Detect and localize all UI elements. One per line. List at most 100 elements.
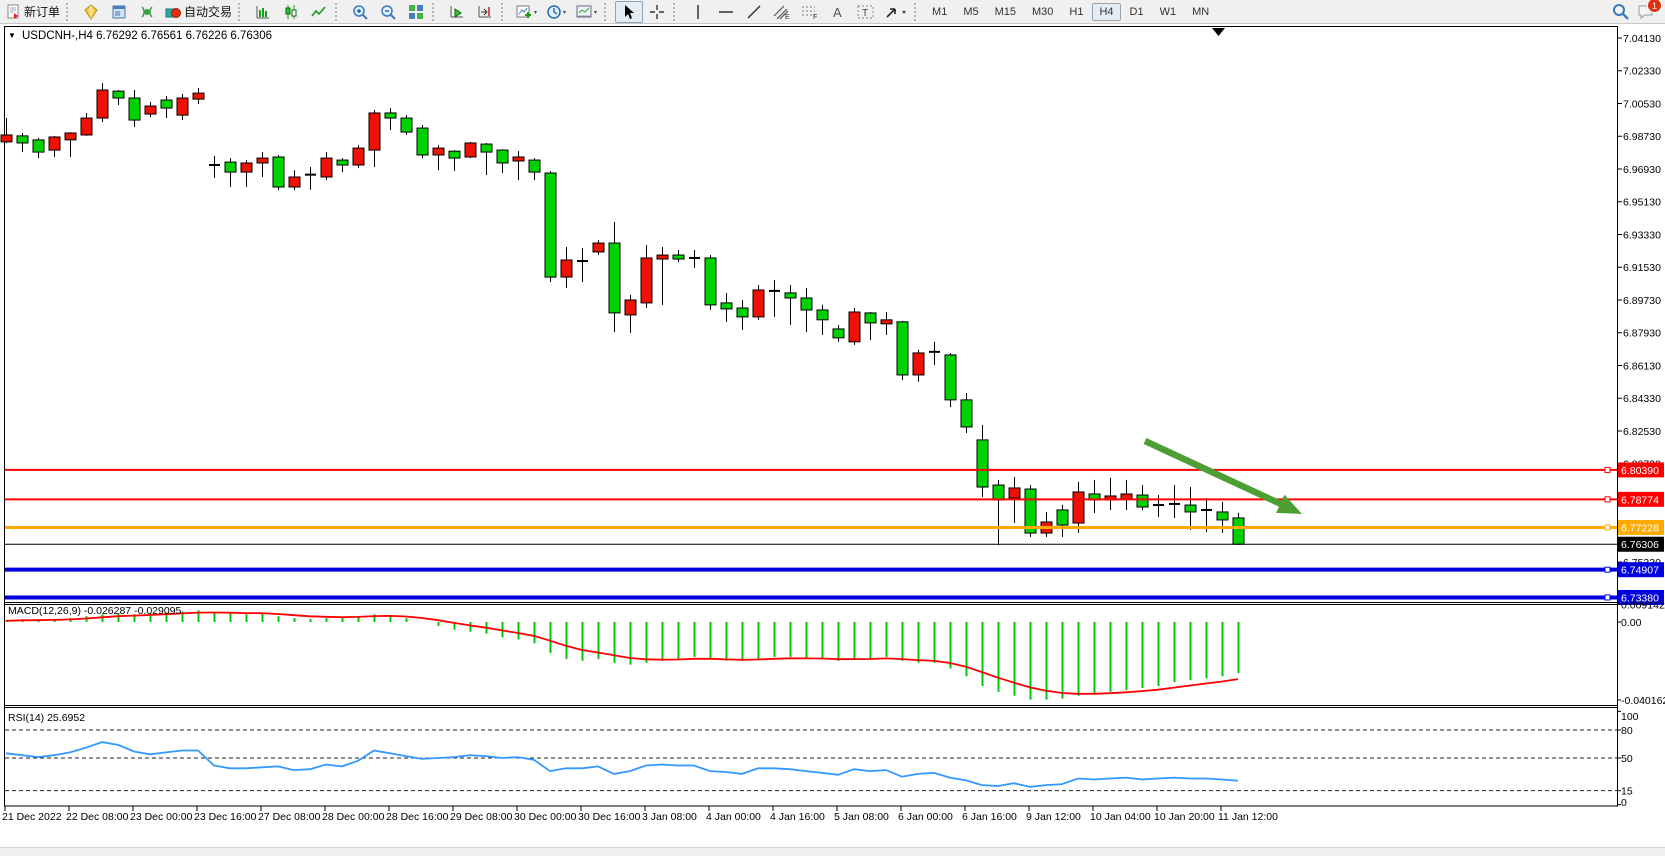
new-chart-button[interactable] bbox=[512, 1, 542, 23]
data-window-button[interactable] bbox=[105, 1, 133, 23]
time-axis-label: 4 Jan 00:00 bbox=[706, 811, 761, 823]
candle-body bbox=[608, 242, 621, 314]
time-axis-label: 9 Jan 12:00 bbox=[1026, 811, 1081, 823]
rsi-label: RSI(14) 25.6952 bbox=[8, 712, 85, 724]
candle-body bbox=[848, 311, 861, 343]
zoom-in-button[interactable] bbox=[346, 1, 374, 23]
candle-body bbox=[432, 147, 445, 156]
candle-body bbox=[496, 149, 509, 164]
timeframe-mn[interactable]: MN bbox=[1192, 5, 1210, 18]
candle-body bbox=[656, 254, 669, 260]
candle-body bbox=[1184, 504, 1197, 513]
arrows-button[interactable] bbox=[880, 1, 912, 23]
chart-frame bbox=[4, 26, 1618, 807]
navigator-button[interactable] bbox=[133, 1, 161, 23]
macd-axis-label: 0.009142 bbox=[1621, 599, 1665, 611]
cursor-icon bbox=[625, 4, 635, 19]
price-axis-tick-label: 6.96930 bbox=[1623, 164, 1661, 176]
time-axis-label: 6 Jan 16:00 bbox=[962, 811, 1017, 823]
profiles-icon bbox=[547, 4, 567, 19]
candlestick-chart-button[interactable] bbox=[277, 1, 305, 23]
time-axis-label: 22 Dec 08:00 bbox=[66, 811, 129, 823]
arrows-icon bbox=[886, 7, 907, 18]
svg-text:A: A bbox=[833, 5, 842, 20]
line-chart-button[interactable] bbox=[305, 1, 333, 23]
candle-body bbox=[0, 134, 13, 143]
cursor-button[interactable] bbox=[615, 0, 644, 23]
trend-arrow-head[interactable] bbox=[1276, 494, 1302, 514]
market-watch-icon bbox=[84, 3, 98, 20]
candle-body bbox=[720, 302, 733, 310]
candle-body bbox=[144, 105, 157, 115]
market-watch-button[interactable] bbox=[77, 1, 105, 23]
time-axis-label: 29 Dec 08:00 bbox=[450, 811, 513, 823]
notifications-button[interactable]: 1 bbox=[1637, 0, 1662, 20]
level-line-handle[interactable] bbox=[1604, 466, 1611, 473]
candle-body bbox=[1216, 511, 1229, 521]
level-line-handle[interactable] bbox=[1604, 524, 1611, 531]
time-axis-label: 21 Dec 2022 bbox=[2, 811, 62, 823]
trend-arrow-shaft[interactable] bbox=[1143, 438, 1285, 508]
price-axis-tick-label: 6.84330 bbox=[1623, 393, 1661, 405]
text-button[interactable]: A bbox=[824, 1, 852, 23]
chart-canvas[interactable]: 7.04130 7.02330 7.00530 6.98730 6.96930 6.951… bbox=[0, 24, 1665, 831]
new-chart-icon bbox=[516, 5, 538, 18]
candle-body bbox=[1136, 494, 1149, 508]
trendline-icon bbox=[747, 4, 761, 19]
time-axis-label: 23 Dec 16:00 bbox=[194, 811, 257, 823]
time-axis-label: 4 Jan 16:00 bbox=[770, 811, 825, 823]
price-label: 6.78774 bbox=[1621, 494, 1659, 506]
search-icon[interactable] bbox=[1612, 3, 1629, 20]
tile-windows-button[interactable] bbox=[402, 1, 430, 23]
level-line-handle[interactable] bbox=[1604, 496, 1611, 503]
toolbar-separator bbox=[914, 2, 923, 21]
zoom-out-button[interactable] bbox=[374, 1, 402, 23]
candle-body bbox=[624, 299, 637, 316]
crosshair-button[interactable] bbox=[643, 1, 671, 23]
chart-shift-marker[interactable] bbox=[1212, 28, 1225, 36]
candle-body bbox=[640, 257, 653, 304]
bar-chart-icon bbox=[256, 5, 270, 18]
timeframe-h4[interactable]: H4 bbox=[1092, 2, 1121, 21]
candle-body bbox=[336, 159, 349, 166]
window-bottom-strip bbox=[0, 847, 1665, 856]
channel-button[interactable]: E bbox=[768, 1, 796, 23]
templates-button[interactable] bbox=[572, 1, 602, 23]
price-label-box bbox=[1618, 462, 1664, 478]
candle-body bbox=[736, 307, 749, 318]
timeframe-m1[interactable]: M1 bbox=[932, 5, 948, 18]
svg-text:T: T bbox=[862, 8, 868, 19]
text-label-button[interactable]: T bbox=[852, 1, 880, 23]
fibonacci-button[interactable]: F bbox=[796, 1, 824, 23]
time-axis-label: 23 Dec 00:00 bbox=[130, 811, 193, 823]
new-order-button[interactable]: 新订单 bbox=[2, 1, 64, 23]
timeframe-m5[interactable]: M5 bbox=[963, 5, 979, 18]
level-line-handle[interactable] bbox=[1604, 566, 1611, 573]
fibonacci-icon: F bbox=[802, 6, 817, 20]
rsi-axis-label: 15 bbox=[1621, 786, 1633, 798]
toolbar-separator bbox=[673, 2, 682, 21]
navigator-icon bbox=[141, 5, 153, 18]
timeframe-w1[interactable]: W1 bbox=[1159, 5, 1177, 18]
price-axis-tick-label: 6.95130 bbox=[1623, 197, 1661, 209]
candle-body bbox=[16, 135, 29, 144]
timeframe-m15[interactable]: M15 bbox=[994, 5, 1016, 18]
auto-scroll-button[interactable] bbox=[443, 1, 471, 23]
candle-body bbox=[32, 139, 45, 153]
chart-shift-button[interactable] bbox=[471, 1, 499, 23]
rsi-axis-label: 80 bbox=[1621, 725, 1633, 737]
text-icon: A bbox=[833, 5, 842, 20]
trendline-button[interactable] bbox=[740, 1, 768, 23]
horizontal-line-button[interactable] bbox=[712, 1, 740, 23]
level-line-handle[interactable] bbox=[1604, 594, 1611, 601]
bar-chart-button[interactable] bbox=[249, 1, 277, 23]
timeframe-d1[interactable]: D1 bbox=[1129, 5, 1144, 18]
price-label: 6.73380 bbox=[1621, 592, 1659, 604]
timeframe-h1[interactable]: H1 bbox=[1069, 5, 1084, 18]
candle-body bbox=[112, 90, 125, 99]
profiles-button[interactable] bbox=[542, 1, 572, 23]
auto-trading-button[interactable]: 自动交易 bbox=[161, 1, 236, 23]
timeframe-m30[interactable]: M30 bbox=[1032, 5, 1054, 18]
rsi-axis-label: 0 bbox=[1621, 797, 1627, 809]
vertical-line-button[interactable] bbox=[684, 1, 712, 23]
